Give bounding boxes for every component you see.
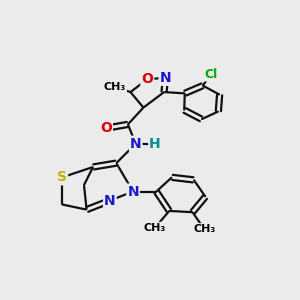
Text: H: H — [149, 137, 161, 151]
Text: Cl: Cl — [204, 68, 217, 80]
Text: CH₃: CH₃ — [104, 82, 126, 92]
Text: N: N — [160, 71, 171, 85]
Text: CH₃: CH₃ — [144, 223, 166, 233]
Text: O: O — [141, 72, 153, 86]
Text: N: N — [104, 194, 116, 208]
Text: O: O — [100, 121, 112, 135]
Text: N: N — [127, 184, 139, 199]
Text: S: S — [57, 170, 67, 184]
Text: CH₃: CH₃ — [193, 224, 215, 234]
Text: N: N — [130, 137, 142, 151]
